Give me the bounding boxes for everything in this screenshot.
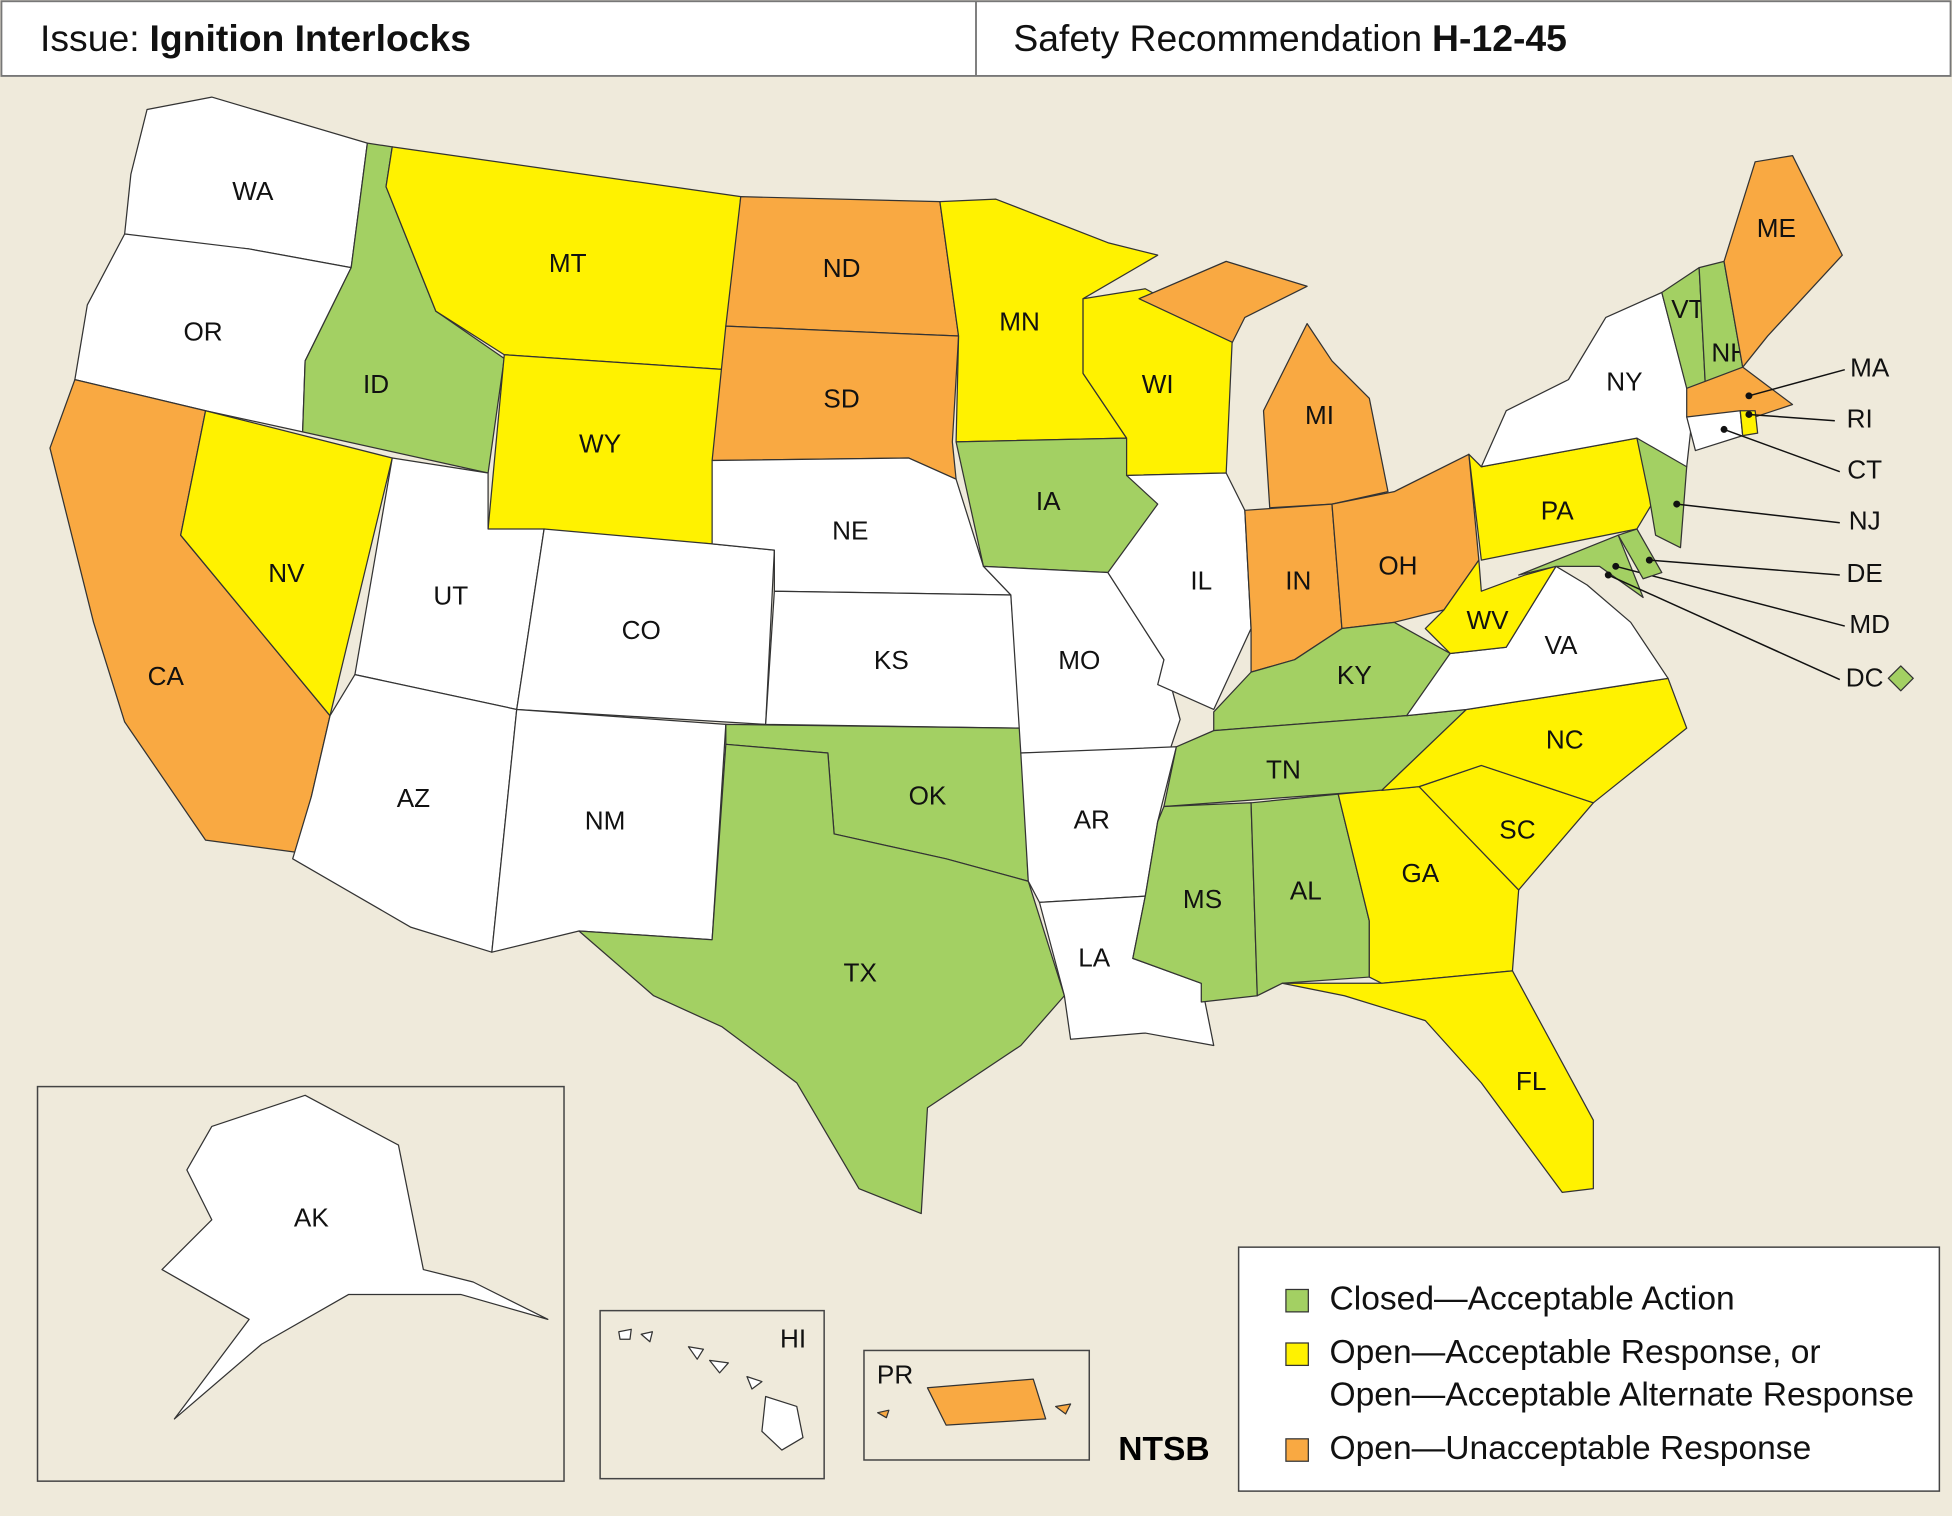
recommendation: Safety Recommendation H-12-45 (1013, 17, 1567, 59)
state-label: SC (1499, 814, 1535, 844)
state-label: MA (1850, 353, 1890, 383)
state-shape (161, 1094, 549, 1420)
legend-label: Open—Acceptable Response, or (1329, 1334, 1820, 1371)
callout-dot (1673, 500, 1681, 508)
state-label: SD (823, 384, 859, 414)
state-label: TN (1266, 755, 1301, 785)
legend-label: Open—Acceptable Alternate Response (1329, 1376, 1914, 1413)
state-label: IA (1036, 486, 1061, 516)
state-label: NV (268, 558, 305, 588)
hawaii-inset (599, 1309, 825, 1480)
recommendation-value: H-12-45 (1432, 17, 1567, 59)
state-label: GA (1401, 858, 1439, 888)
callout-dot (1745, 392, 1753, 400)
legend-label: Closed—Acceptable Action (1329, 1281, 1734, 1318)
state-label: WA (232, 176, 274, 206)
legend-swatch (1285, 1438, 1309, 1462)
state-label: AZ (397, 783, 430, 813)
alaska-inset (36, 1085, 565, 1482)
state-shape (1739, 410, 1759, 437)
state-label: OR (183, 316, 222, 346)
state-label: HI (780, 1323, 806, 1353)
state-label: MI (1305, 400, 1334, 430)
state-label: AL (1290, 875, 1322, 905)
state-label: MS (1183, 884, 1222, 914)
state-label: IL (1190, 565, 1212, 595)
state-label: MT (549, 248, 587, 278)
callout-dot (1604, 571, 1612, 579)
callout-line (1676, 503, 1840, 524)
issue-value: Ignition Interlocks (150, 17, 471, 59)
puerto-rico-inset (863, 1349, 1091, 1461)
state-label: CA (148, 661, 185, 691)
states: WA OR CA ID NV MT WY UT CO AZ NM ND SD NE KS OK TX MN IA MO… (49, 96, 1914, 1451)
state-label: UT (433, 580, 468, 610)
state-shape (877, 1378, 1072, 1426)
state-label: KS (874, 645, 909, 675)
state-label: CO (622, 615, 661, 645)
state-label: IN (1285, 565, 1311, 595)
state-label: VA (1545, 630, 1578, 660)
state-shape (1617, 528, 1663, 580)
state-label: WV (1467, 605, 1510, 635)
recommendation-label: Safety Recommendation (1013, 17, 1422, 59)
callout-line (1607, 574, 1841, 681)
issue: Issue: Ignition Interlocks (40, 17, 471, 59)
state-shape (578, 743, 1065, 1215)
issue-label: Issue: (40, 17, 140, 59)
legend-swatch (1285, 1342, 1309, 1367)
state-shape (618, 1328, 804, 1451)
state-label: WY (579, 428, 621, 458)
state-label: WI (1142, 369, 1174, 399)
callout-line (1748, 413, 1835, 422)
state-label: DC (1846, 662, 1884, 692)
state-label: KY (1337, 660, 1372, 690)
state-label: ND (823, 253, 861, 283)
state-label: PR (877, 1360, 913, 1390)
state-label: CT (1847, 455, 1882, 485)
state-shape (1107, 472, 1252, 711)
state-label: OK (909, 781, 947, 811)
state-shape (1281, 970, 1594, 1194)
state-shape (1518, 534, 1644, 599)
callout-dot (1745, 410, 1753, 418)
state-label: PA (1541, 496, 1574, 526)
legend: Closed—Acceptable Action Open—Acceptable … (1285, 1281, 1914, 1467)
state-label: NC (1546, 725, 1584, 755)
source: NTSB (1118, 1431, 1209, 1468)
callout-dot (1612, 562, 1620, 570)
legend-swatch (1285, 1288, 1309, 1313)
state-label: MN (999, 307, 1040, 337)
state-label: NE (832, 516, 868, 546)
legend-label: Open—Unacceptable Response (1329, 1430, 1811, 1467)
callout-line (1649, 559, 1840, 576)
callout-line (1615, 565, 1845, 627)
state-label: OH (1378, 550, 1417, 580)
state-label: DE (1847, 558, 1883, 588)
state-shape (1636, 437, 1688, 549)
state-label: MO (1058, 645, 1100, 675)
state-label: AR (1074, 804, 1110, 834)
state-label: RI (1847, 404, 1873, 434)
state-label: FL (1516, 1066, 1547, 1096)
state-label: ID (363, 369, 389, 399)
callout-line (1723, 428, 1841, 473)
state-label: TX (844, 957, 877, 987)
callout-line (1748, 368, 1845, 397)
state-label: ME (1757, 213, 1796, 243)
callout-dot (1720, 425, 1728, 433)
state-label: NJ (1849, 506, 1881, 536)
state-label: MD (1849, 609, 1890, 639)
state-label: NM (585, 806, 626, 836)
state-shape (516, 528, 775, 726)
callout-dot (1645, 556, 1653, 564)
state-label: NY (1606, 366, 1642, 396)
state-shape (1887, 665, 1914, 692)
state-label: VT (1671, 294, 1704, 324)
state-label: LA (1078, 943, 1111, 973)
state-label: AK (294, 1203, 329, 1233)
legend-box (1237, 1246, 1941, 1492)
